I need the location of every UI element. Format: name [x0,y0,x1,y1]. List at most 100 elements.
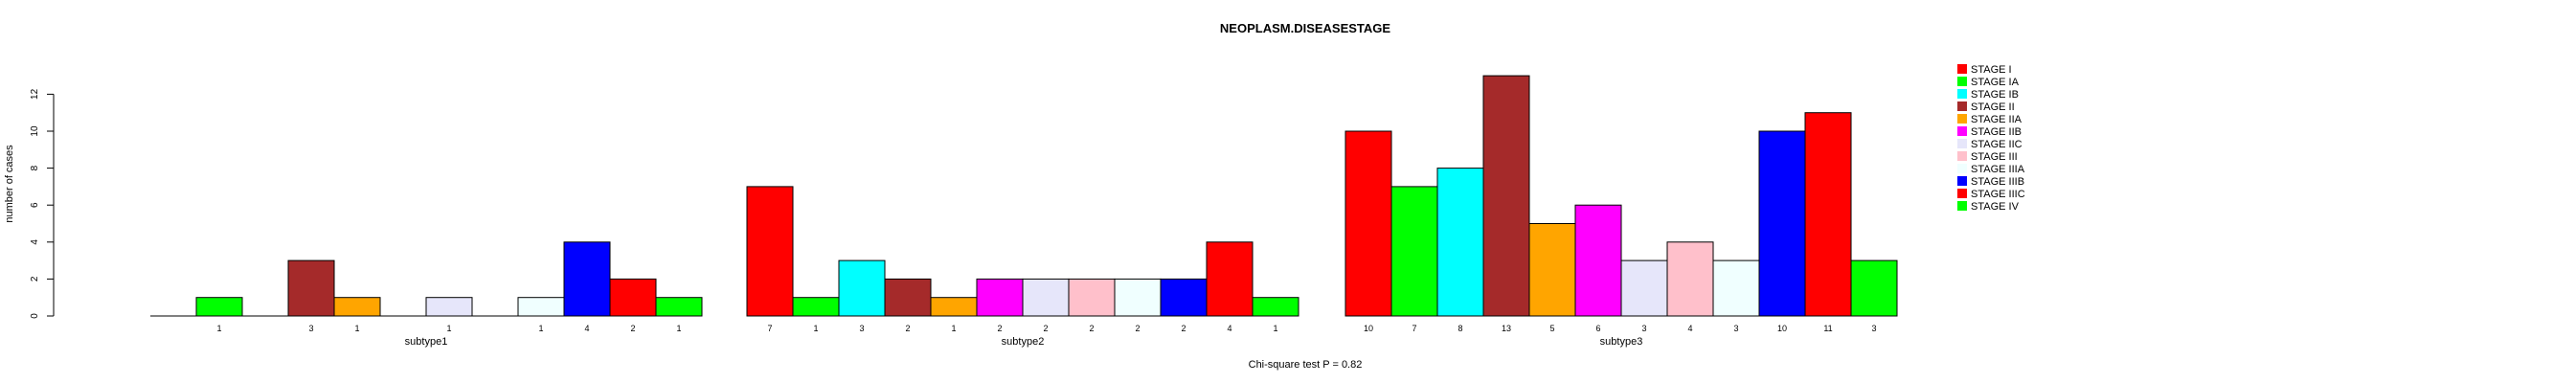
bar-count-label: 4 [1687,324,1692,333]
legend-swatch [1957,89,1967,99]
bar-subtype3-stage-iib [1574,204,1622,317]
bar-count-label: 1 [951,324,956,333]
legend-swatch [1957,64,1967,74]
bar-count-label: 6 [1595,324,1600,333]
y-tick-label: 8 [30,165,40,170]
bar-count-label: 8 [1457,324,1462,333]
bar-subtype3-stage-iic [1620,259,1668,317]
bar-subtype2-stage-iia [930,297,978,317]
chi-square-footnote: Chi-square test P = 0.82 [1249,359,1363,371]
legend-label: STAGE IIC [1971,139,2022,150]
legend-label: STAGE IIB [1971,126,2022,138]
y-tick-label: 10 [30,125,40,137]
legend-swatch [1957,151,1967,161]
bar-count-label: 10 [1364,324,1373,333]
legend-label: STAGE II [1971,101,2015,113]
y-tick-label: 12 [30,88,40,100]
bar-subtype2-stage-ii [884,278,932,317]
bar-count-label: 2 [1089,324,1094,333]
y-tick-label: 2 [30,276,40,282]
bar-count-label: 2 [1181,324,1186,333]
bar-count-label: 7 [1412,324,1416,333]
bar-subtype1-stage-iv [655,297,703,317]
group-label: subtype2 [1002,336,1045,348]
bar-group-subtype2: 7 1 3 2 1 2 2 2 2 2 4 1 subtype2 [746,186,1299,348]
y-axis-label: number of cases [4,145,15,223]
bar-group-subtype3: 10 7 8 13 5 6 3 4 3 10 11 3 subtype3 [1344,75,1898,348]
legend-swatch [1957,126,1967,136]
bar-count-label: 1 [538,324,543,333]
y-axis: 0 2 4 6 8 10 12 [30,88,55,319]
bar-subtype2-stage-iic [1022,278,1070,317]
bar-count-label: 2 [1043,324,1048,333]
bar-count-label: 5 [1549,324,1554,333]
bar-subtype3-stage-ia [1390,186,1438,317]
bar-subtype2-stage-iib [976,278,1024,317]
legend-swatch [1957,139,1967,148]
legend-swatch [1957,101,1967,111]
bar-count-label: 2 [997,324,1002,333]
bar-subtype1-stage-iiic [609,278,657,317]
bar-subtype3-stage-iii [1666,241,1714,317]
bar-subtype3-stage-ii [1482,75,1530,317]
bar-count-label: 3 [859,324,864,333]
bar-count-label: 13 [1502,324,1511,333]
group-label: subtype3 [1600,336,1643,348]
legend-swatch [1957,164,1967,173]
legend-label: STAGE IV [1971,201,2020,213]
bar-subtype1-stage-iiia [517,297,565,317]
bar-subtype3-stage-iiib [1758,130,1806,317]
legend-label: STAGE IIIB [1971,176,2024,188]
bar-subtype2-stage-iiic [1206,241,1254,317]
bar-count-label: 3 [1871,324,1876,333]
bar-subtype2-stage-iv [1252,297,1299,317]
bar-subtype2-stage-iiia [1114,278,1162,317]
bar-subtype2-stage-ib [838,259,886,317]
bar-subtype3-stage-i [1344,130,1392,317]
bar-group-subtype1: 1 3 1 1 1 4 2 1 subtype1 [150,241,703,348]
legend-label: STAGE III [1971,151,2018,163]
legend-label: STAGE I [1971,64,2012,76]
bar-count-label: 4 [584,324,589,333]
bar-count-label: 10 [1777,324,1787,333]
bar-count-label: 11 [1823,324,1832,333]
bar-subtype2-stage-i [746,186,794,317]
legend-swatch [1957,201,1967,211]
bar-count-label: 3 [1733,324,1738,333]
bar-subtype3-stage-iia [1528,223,1576,317]
bar-count-label: 2 [905,324,910,333]
y-tick-label: 6 [30,202,40,208]
bar-subtype1-stage-iic [425,297,473,317]
bar-count-label: 1 [446,324,451,333]
group-label: subtype1 [405,336,448,348]
legend-swatch [1957,176,1967,186]
bar-subtype1-stage-iia [333,297,381,317]
bar-count-label: 4 [1227,324,1232,333]
bar-count-label: 1 [676,324,681,333]
legend-swatch [1957,77,1967,86]
bar-subtype1-stage-ia [195,297,243,317]
bar-count-label: 3 [308,324,313,333]
bar-subtype1-stage-iiib [563,241,611,317]
bar-subtype1-stage-ii [287,259,335,317]
legend-label: STAGE IIIC [1971,189,2025,200]
bar-subtype2-stage-iii [1068,278,1116,317]
legend-swatch [1957,114,1967,124]
bar-subtype3-stage-iiia [1712,259,1760,317]
bar-subtype3-stage-iv [1850,259,1898,317]
y-tick-label: 0 [30,313,40,319]
bar-count-label: 2 [1135,324,1140,333]
legend-label: STAGE IIA [1971,114,2022,125]
bar-count-label: 2 [630,324,635,333]
bar-count-label: 1 [813,324,818,333]
bar-subtype3-stage-ib [1436,168,1484,317]
bar-count-label: 1 [1273,324,1277,333]
legend-label: STAGE IB [1971,89,2019,101]
bar-subtype2-stage-iiib [1160,278,1208,317]
y-tick-label: 4 [30,239,40,245]
chart-title: NEOPLASM.DISEASESTAGE [1220,21,1391,35]
legend-label: STAGE IIIA [1971,164,2025,175]
